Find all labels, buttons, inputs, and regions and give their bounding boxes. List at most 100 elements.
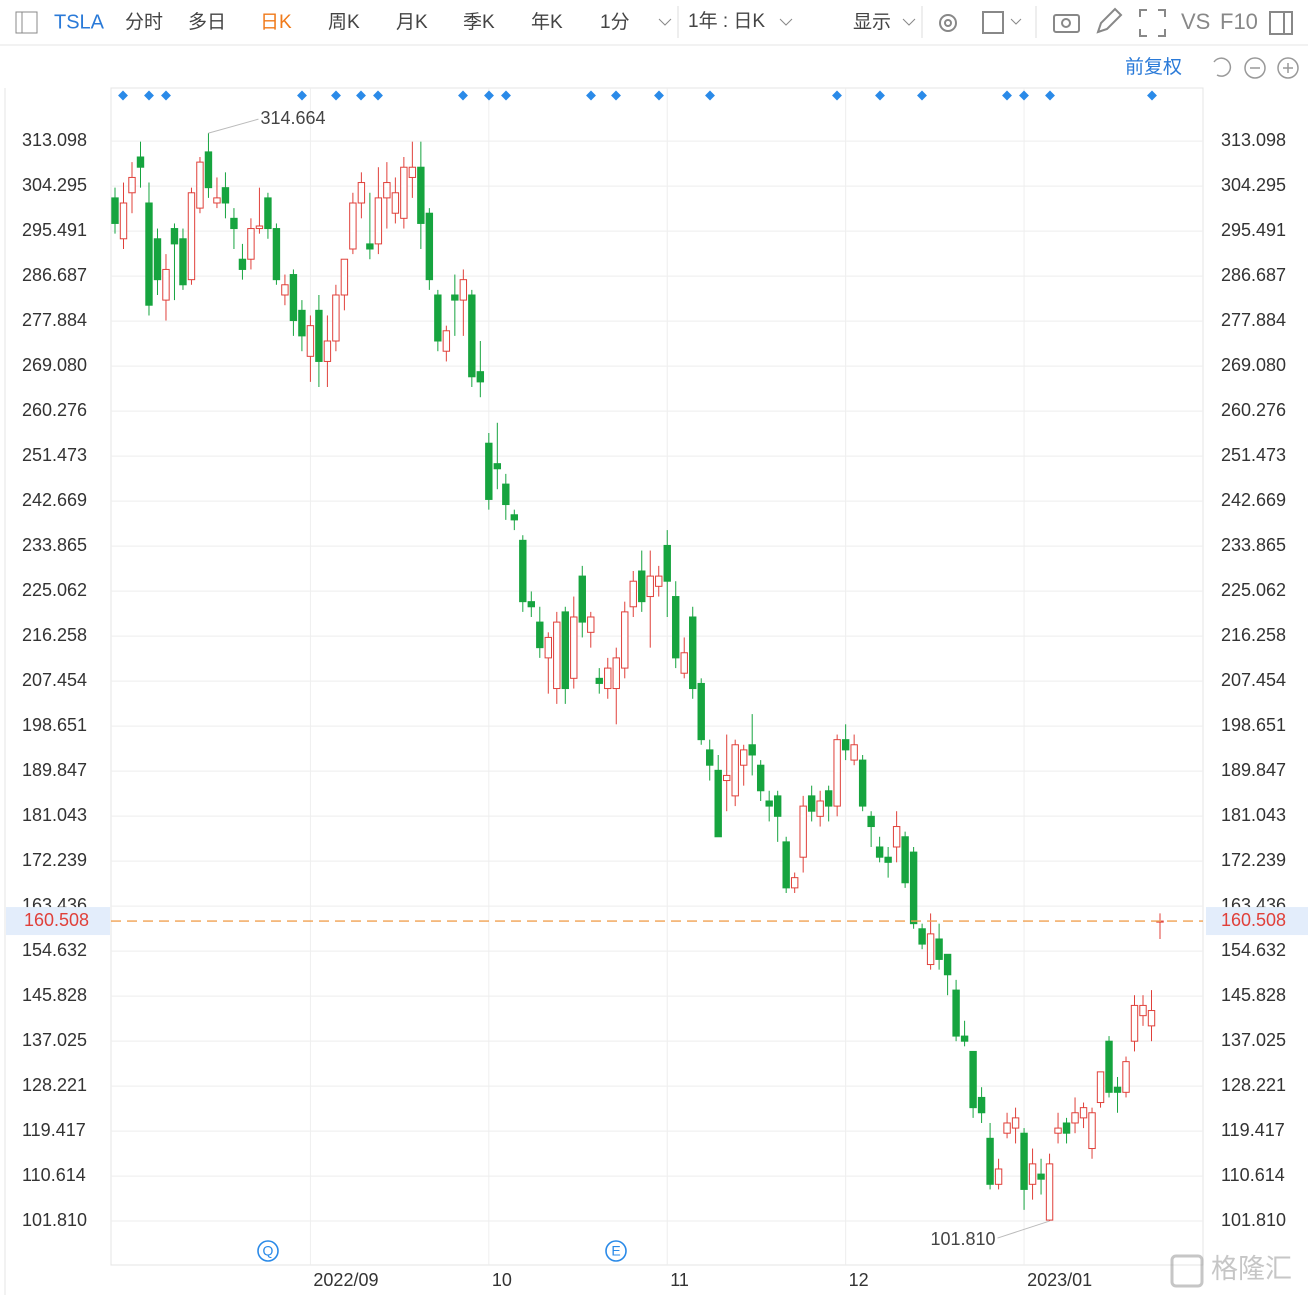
period-tab[interactable]: 分时 bbox=[125, 11, 163, 33]
candle-body bbox=[170, 228, 179, 245]
y-tick-label: 128.221 bbox=[22, 1075, 87, 1095]
y-tick-label: 277.884 bbox=[22, 310, 87, 330]
candle-body bbox=[553, 621, 561, 690]
candle-body bbox=[943, 953, 952, 976]
candle-body bbox=[196, 161, 204, 209]
max-label: 314.664 bbox=[260, 108, 325, 128]
symbol[interactable]: TSLA bbox=[54, 11, 105, 33]
candle-body bbox=[442, 330, 451, 352]
y-tick-label: 181.043 bbox=[22, 805, 87, 825]
y-tick-label: 269.080 bbox=[22, 355, 87, 375]
candle-body bbox=[1037, 1173, 1045, 1180]
candle-body bbox=[145, 202, 153, 306]
last-price-label: 160.508 bbox=[24, 910, 89, 930]
candle-body bbox=[298, 309, 306, 337]
period-tab[interactable]: 日K bbox=[260, 12, 292, 33]
event-marker bbox=[1002, 90, 1012, 101]
x-tick-label: 12 bbox=[849, 1270, 869, 1290]
candle-body bbox=[765, 800, 773, 807]
y-tick-label: 172.239 bbox=[22, 850, 87, 870]
chevron bbox=[658, 18, 672, 26]
y-tick-label-right: 313.098 bbox=[1221, 130, 1286, 150]
y-tick-label: 225.062 bbox=[22, 580, 87, 600]
candle-body bbox=[1139, 1004, 1147, 1017]
draw-box-icon[interactable] bbox=[982, 11, 1004, 34]
candle-body bbox=[799, 805, 807, 858]
candle-body bbox=[306, 325, 315, 357]
y-tick-label: 233.865 bbox=[22, 535, 87, 555]
candle-body bbox=[1028, 1163, 1037, 1185]
event-icon-label: E bbox=[611, 1243, 620, 1259]
event-marker bbox=[875, 90, 885, 101]
panel-icon[interactable] bbox=[1269, 11, 1293, 35]
period-tab[interactable]: 周K bbox=[328, 12, 360, 33]
fullscreen-icon[interactable] bbox=[1139, 9, 1166, 37]
zoom-out-icon[interactable] bbox=[1244, 57, 1266, 79]
y-tick-label-right: 119.417 bbox=[1221, 1120, 1285, 1140]
settings-icon[interactable] bbox=[939, 14, 957, 32]
vs-button[interactable]: VS bbox=[1181, 9, 1210, 34]
y-tick-label-right: 216.258 bbox=[1221, 625, 1286, 645]
event-icon-label: Q bbox=[263, 1243, 274, 1259]
event-icon bbox=[257, 1240, 279, 1262]
candle-body bbox=[731, 744, 739, 797]
candle-body bbox=[570, 616, 578, 679]
candle-body bbox=[128, 176, 136, 194]
y-tick-label-right: 189.847 bbox=[1221, 760, 1286, 780]
camera-lens bbox=[1061, 18, 1071, 28]
x-tick-label: 11 bbox=[670, 1270, 689, 1290]
candle-body bbox=[689, 616, 697, 690]
interval[interactable]: 1分 bbox=[600, 11, 630, 33]
settings-icon-core bbox=[944, 19, 952, 27]
candle-body bbox=[366, 243, 374, 250]
candle-body bbox=[451, 294, 459, 301]
camera-icon[interactable] bbox=[1053, 14, 1080, 33]
candle-body bbox=[374, 197, 383, 245]
sidebar-icon[interactable] bbox=[15, 11, 38, 34]
candle-body bbox=[875, 846, 884, 858]
range[interactable]: 1年 : 日K bbox=[688, 10, 765, 32]
display-menu[interactable]: 显示 bbox=[853, 12, 891, 33]
period-tab[interactable]: 年K bbox=[531, 11, 563, 33]
candle-body bbox=[1020, 1132, 1028, 1190]
y-tick-label: 110.614 bbox=[22, 1165, 86, 1185]
candle-body bbox=[187, 192, 196, 281]
candle-body bbox=[833, 739, 841, 807]
candle-body bbox=[1045, 1163, 1054, 1221]
adjust-mode[interactable]: 前复权 bbox=[1125, 56, 1182, 78]
y-tick-label: 189.847 bbox=[22, 760, 87, 780]
y-tick-label-right: 269.080 bbox=[1221, 355, 1286, 375]
last-price-label-right: 160.508 bbox=[1221, 910, 1286, 930]
candle-body bbox=[485, 442, 493, 500]
candle-body bbox=[621, 611, 629, 669]
price-label-bg bbox=[1206, 907, 1308, 936]
period-tab[interactable]: 月K bbox=[396, 12, 428, 33]
event-marker bbox=[586, 90, 596, 101]
f10-button[interactable]: F10 bbox=[1220, 9, 1258, 34]
period-tabs: 分时 多日 日K 周K 月K 季K 年K bbox=[125, 11, 563, 33]
candle-body bbox=[1088, 1112, 1096, 1150]
plot-frame bbox=[110, 87, 1204, 1266]
event-marker bbox=[832, 90, 842, 101]
pencil-icon[interactable] bbox=[1096, 7, 1123, 34]
y-tick-label: 260.276 bbox=[22, 400, 87, 420]
candle-body bbox=[476, 371, 485, 383]
period-tab[interactable]: 季K bbox=[463, 11, 495, 33]
candle-body bbox=[1130, 1004, 1139, 1042]
zoom-in-icon[interactable] bbox=[1277, 57, 1299, 79]
y-tick-label-right: 128.221 bbox=[1221, 1075, 1286, 1095]
chevron bbox=[1010, 18, 1022, 25]
candle-body bbox=[204, 151, 213, 189]
candle-body bbox=[493, 463, 502, 470]
reset-icon[interactable] bbox=[1213, 57, 1232, 77]
candle-body bbox=[408, 166, 417, 178]
y-tick-label-right: 181.043 bbox=[1221, 805, 1286, 825]
candle-body bbox=[604, 667, 612, 690]
period-tab[interactable]: 多日 bbox=[188, 11, 226, 33]
candle-body bbox=[773, 795, 782, 817]
candle-body bbox=[892, 826, 901, 848]
candle-body bbox=[1122, 1061, 1130, 1093]
x-tick-label: 10 bbox=[492, 1270, 512, 1290]
